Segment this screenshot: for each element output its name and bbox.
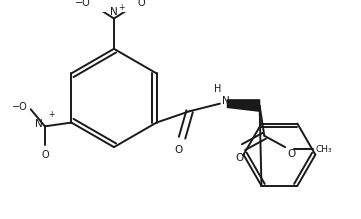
Text: O: O xyxy=(287,149,295,159)
Text: +: + xyxy=(48,110,54,119)
Text: O: O xyxy=(138,0,145,8)
Text: N: N xyxy=(35,119,43,129)
Text: O: O xyxy=(236,153,244,163)
Text: N: N xyxy=(110,7,118,17)
Text: CH₃: CH₃ xyxy=(316,145,332,154)
Text: −O: −O xyxy=(75,0,90,8)
Text: H: H xyxy=(214,84,222,94)
Text: N: N xyxy=(222,96,230,106)
Text: +: + xyxy=(119,3,125,12)
Text: O: O xyxy=(41,150,49,160)
Polygon shape xyxy=(227,100,260,111)
Text: −O: −O xyxy=(12,102,28,112)
Text: O: O xyxy=(174,145,182,155)
